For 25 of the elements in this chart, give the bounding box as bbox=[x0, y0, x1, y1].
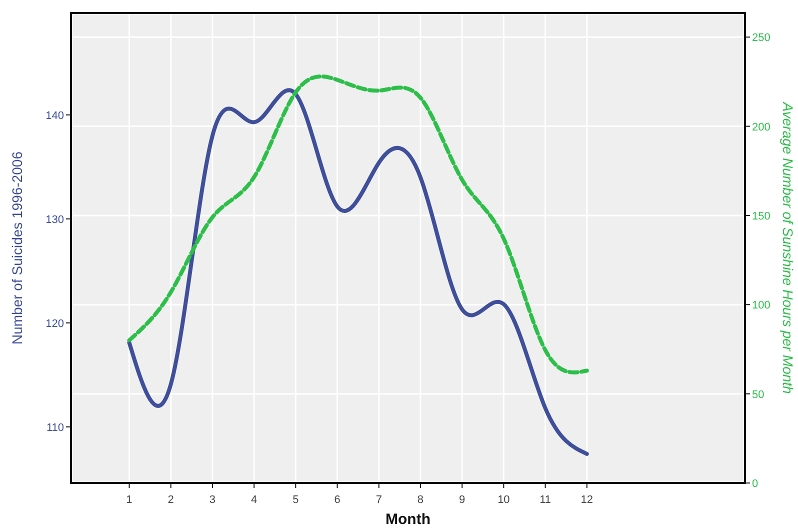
y-axis-title: Number of Suicides 1996-2006 bbox=[9, 151, 25, 345]
x-tick-label: 8 bbox=[417, 494, 424, 506]
y-tick-label: 110 bbox=[46, 422, 64, 434]
x-tick-label: 12 bbox=[580, 494, 594, 506]
y2-tick-label: 50 bbox=[752, 388, 764, 401]
x-tick-label: 11 bbox=[540, 494, 552, 506]
x-tick-label: 1 bbox=[126, 494, 132, 506]
x-tick-label: 2 bbox=[168, 494, 174, 506]
x-tick-label: 4 bbox=[251, 494, 258, 506]
y2-tick-label: 150 bbox=[752, 210, 770, 222]
y2-axis-title: Average Number of Sunshine Hours per Month bbox=[780, 101, 796, 394]
x-axis-title: Month bbox=[386, 511, 430, 528]
x-tick-label: 6 bbox=[334, 494, 340, 506]
y2-tick-label: 0 bbox=[752, 478, 758, 490]
y2-tick-label: 100 bbox=[752, 300, 770, 312]
x-tick-label: 7 bbox=[376, 494, 382, 506]
y-tick-label: 140 bbox=[46, 110, 64, 122]
x-tick-label: 9 bbox=[459, 494, 466, 506]
y2-tick-label: 200 bbox=[752, 121, 770, 134]
x-tick-label: 5 bbox=[292, 494, 299, 506]
x-tick-label: 10 bbox=[498, 494, 510, 506]
y-tick-label: 120 bbox=[46, 318, 64, 330]
x-tick-label: 3 bbox=[209, 494, 216, 506]
y-tick-label: 130 bbox=[46, 214, 64, 226]
y2-tick-label: 250 bbox=[752, 32, 770, 44]
